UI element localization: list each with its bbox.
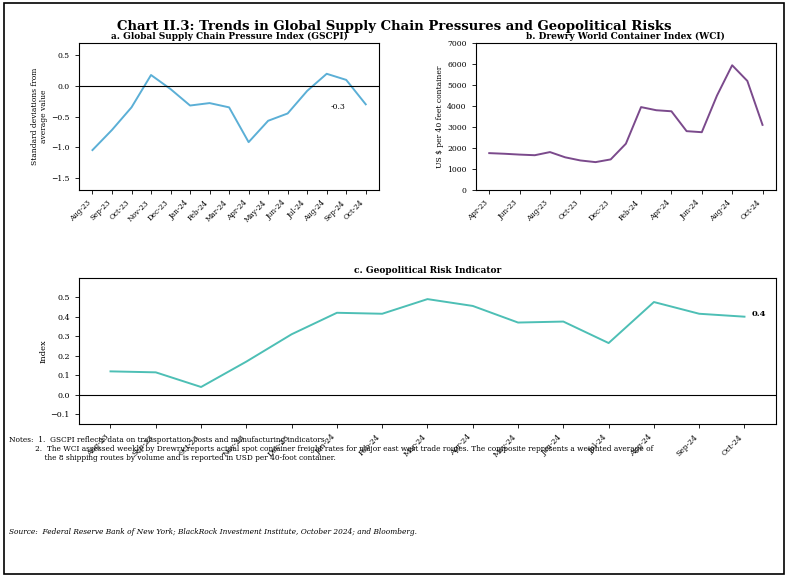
Title: c. Geopolitical Risk Indicator: c. Geopolitical Risk Indicator [354, 267, 501, 275]
Text: -0.3: -0.3 [331, 103, 345, 111]
Title: b. Drewry World Container Index (WCI): b. Drewry World Container Index (WCI) [526, 32, 725, 41]
Text: Notes:  1.  GSCPI reflects data on transportation costs and manufacturing indica: Notes: 1. GSCPI reflects data on transpo… [9, 436, 654, 462]
Text: Chart II.3: Trends in Global Supply Chain Pressures and Geopolitical Risks: Chart II.3: Trends in Global Supply Chai… [117, 20, 671, 33]
Text: 0.4: 0.4 [751, 310, 766, 318]
Title: a. Global Supply Chain Pressure Index (GSCPI): a. Global Supply Chain Pressure Index (G… [110, 32, 348, 41]
Text: Source:  Federal Reserve Bank of New York; BlackRock Investment Institute, Octob: Source: Federal Reserve Bank of New York… [9, 528, 418, 536]
Y-axis label: Standard deviations from
average value: Standard deviations from average value [32, 68, 49, 165]
Y-axis label: US $ per 40 feet container: US $ per 40 feet container [436, 65, 444, 168]
Y-axis label: Index: Index [39, 339, 47, 363]
